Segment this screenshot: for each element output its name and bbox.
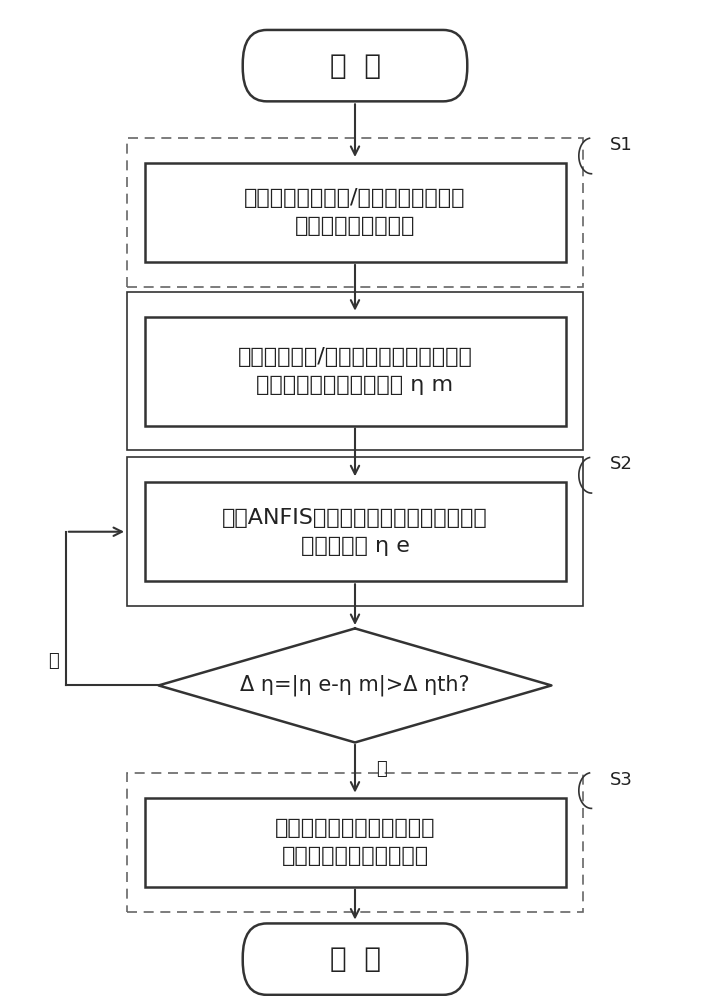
Bar [145, 798, 565, 887]
Text: S1: S1 [610, 136, 633, 154]
Text: 根据组件电流/电压测量值和辐射照度测
量值计算组件效率实际值 η m: 根据组件电流/电压测量值和辐射照度测 量值计算组件效率实际值 η m [238, 347, 472, 395]
Bar [145, 317, 565, 426]
Text: 实时采集组件电流/电压、极板温度、
环境温度、辐射照度: 实时采集组件电流/电压、极板温度、 环境温度、辐射照度 [244, 188, 466, 236]
Text: 是: 是 [376, 760, 387, 778]
Bar [145, 482, 565, 581]
Text: S2: S2 [610, 455, 633, 473]
Text: 否: 否 [48, 652, 59, 670]
Bar [145, 163, 565, 262]
Text: 光伏组件阵列性能衰退报警
故障识别及运行维护建议: 光伏组件阵列性能衰退报警 故障识别及运行维护建议 [275, 818, 435, 866]
Text: 开  始: 开 始 [329, 52, 381, 80]
Text: 采用ANFIS模型估计当前运行工况下组件
效率应达值 η e: 采用ANFIS模型估计当前运行工况下组件 效率应达值 η e [222, 508, 488, 556]
Text: Δ η=|η e-η m|>Δ ηth?: Δ η=|η e-η m|>Δ ηth? [240, 675, 470, 696]
Bar [127, 457, 583, 606]
Text: S3: S3 [610, 771, 633, 789]
Bar [127, 773, 583, 912]
Bar [127, 292, 583, 450]
FancyBboxPatch shape [243, 923, 467, 995]
Bar [127, 138, 583, 287]
Polygon shape [158, 628, 552, 742]
Text: 结  束: 结 束 [329, 945, 381, 973]
FancyBboxPatch shape [243, 30, 467, 101]
